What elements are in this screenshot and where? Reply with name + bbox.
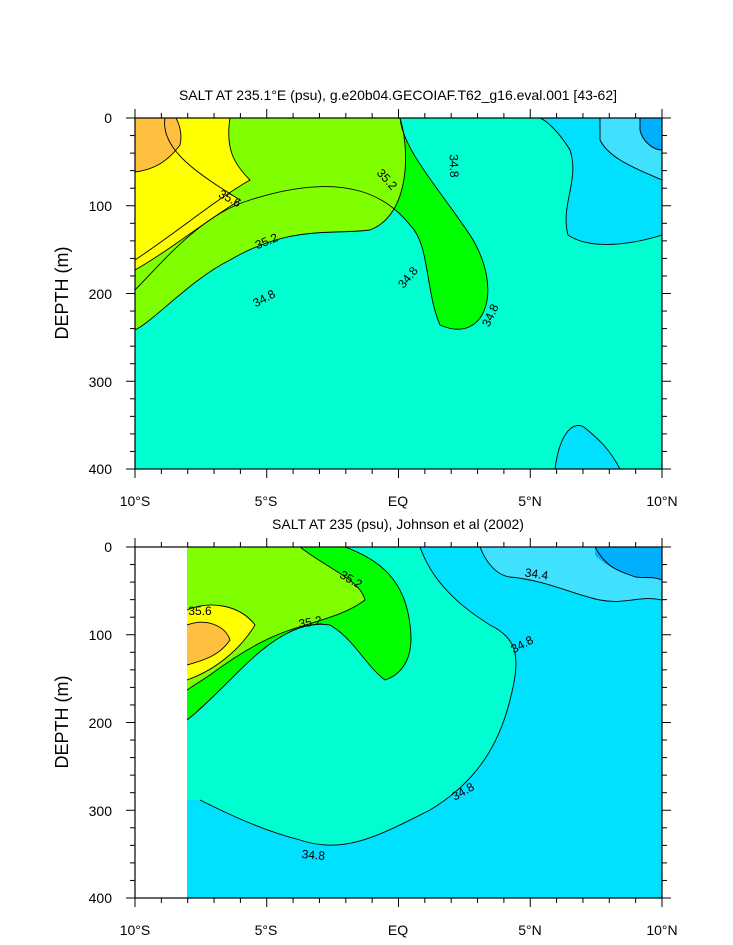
p2-clabel: 34.4 [524,565,549,582]
p2-ytick: 200 [89,715,113,731]
p2-xtick: 10°S [120,922,151,938]
panel1-yaxis: DEPTH (m) 0 100 200 300 400 [52,109,671,478]
p2-fill-364a [187,622,230,665]
p1-fill-344b [555,425,620,469]
p1-xtick: 10°N [646,493,677,509]
p2-line-356 [187,547,366,691]
p1-fill-336a [640,118,662,150]
p2-ytick: 300 [89,803,113,819]
panel2-xaxis: 10°S 5°S EQ 5°N 10°N [120,922,678,938]
p2-line-344 [479,547,662,602]
panel2-yaxis: DEPTH (m) 0 100 200 300 400 [52,538,671,907]
p2-clabel: 34.8 [301,847,326,863]
p2-line-348 [199,547,517,846]
p1-xtick: EQ [388,493,408,509]
p1-line-348 [135,118,489,330]
p2-fill-356a [187,547,365,690]
p1-line-336 [639,118,662,151]
p2-fill-336a [595,547,662,580]
panel2-fills [187,547,662,898]
p1-ytick: 200 [89,286,113,302]
p2-tick-marks [126,538,671,907]
p1-fill-368a [135,118,181,172]
p2-xtick: 5°N [518,922,542,938]
p1-ytick: 0 [104,110,112,126]
p2-ytick: 400 [89,890,113,906]
p2-clabel: 35.2 [298,613,324,631]
panel2-title: SALT AT 235 (psu), Johnson et al (2002) [272,516,524,532]
p1-ytick: 100 [89,198,113,214]
p2-line-364 [187,621,231,666]
panel2-ylabel: DEPTH (m) [52,676,72,769]
p1-line-344b [554,425,621,469]
p2-xtick: 10°N [646,922,677,938]
p2-line-352 [187,547,412,721]
p2-xtick: 5°S [255,922,278,938]
p1-line-356 [135,118,241,271]
panel-model: SALT AT 235.1°E (psu), g.e20b04.GECOIAF.… [52,87,678,509]
panel1-fills [135,118,662,469]
p1-clabel: 34.8 [447,154,462,178]
p1-ytick: 400 [89,461,113,477]
p2-clabel: 35.6 [188,604,212,618]
p1-line-340 [599,118,662,181]
panel1-ylabel: DEPTH (m) [52,247,72,340]
p1-line-360 [135,118,251,261]
p1-xtick: 10°S [120,493,151,509]
p2-line-340 [594,547,662,581]
p1-line-352 [135,118,407,331]
panel-observed: SALT AT 235 (psu), Johnson et al (2002) [52,516,678,938]
p1-ytick: 300 [89,374,113,390]
p1-xtick: 5°S [255,493,278,509]
p2-ytick: 0 [104,539,112,555]
p2-line-360 [187,604,256,681]
p2-ytick: 100 [89,627,113,643]
p1-tick-marks [126,109,671,478]
p1-xtick: 5°N [518,493,542,509]
p1-line-344 [539,118,662,245]
p1-line-364 [135,118,182,173]
panel1-title: SALT AT 235.1°E (psu), g.e20b04.GECOIAF.… [179,87,617,103]
panel1-xaxis: 10°S 5°S EQ 5°N 10°N [120,493,678,509]
p2-xtick: EQ [388,922,408,938]
